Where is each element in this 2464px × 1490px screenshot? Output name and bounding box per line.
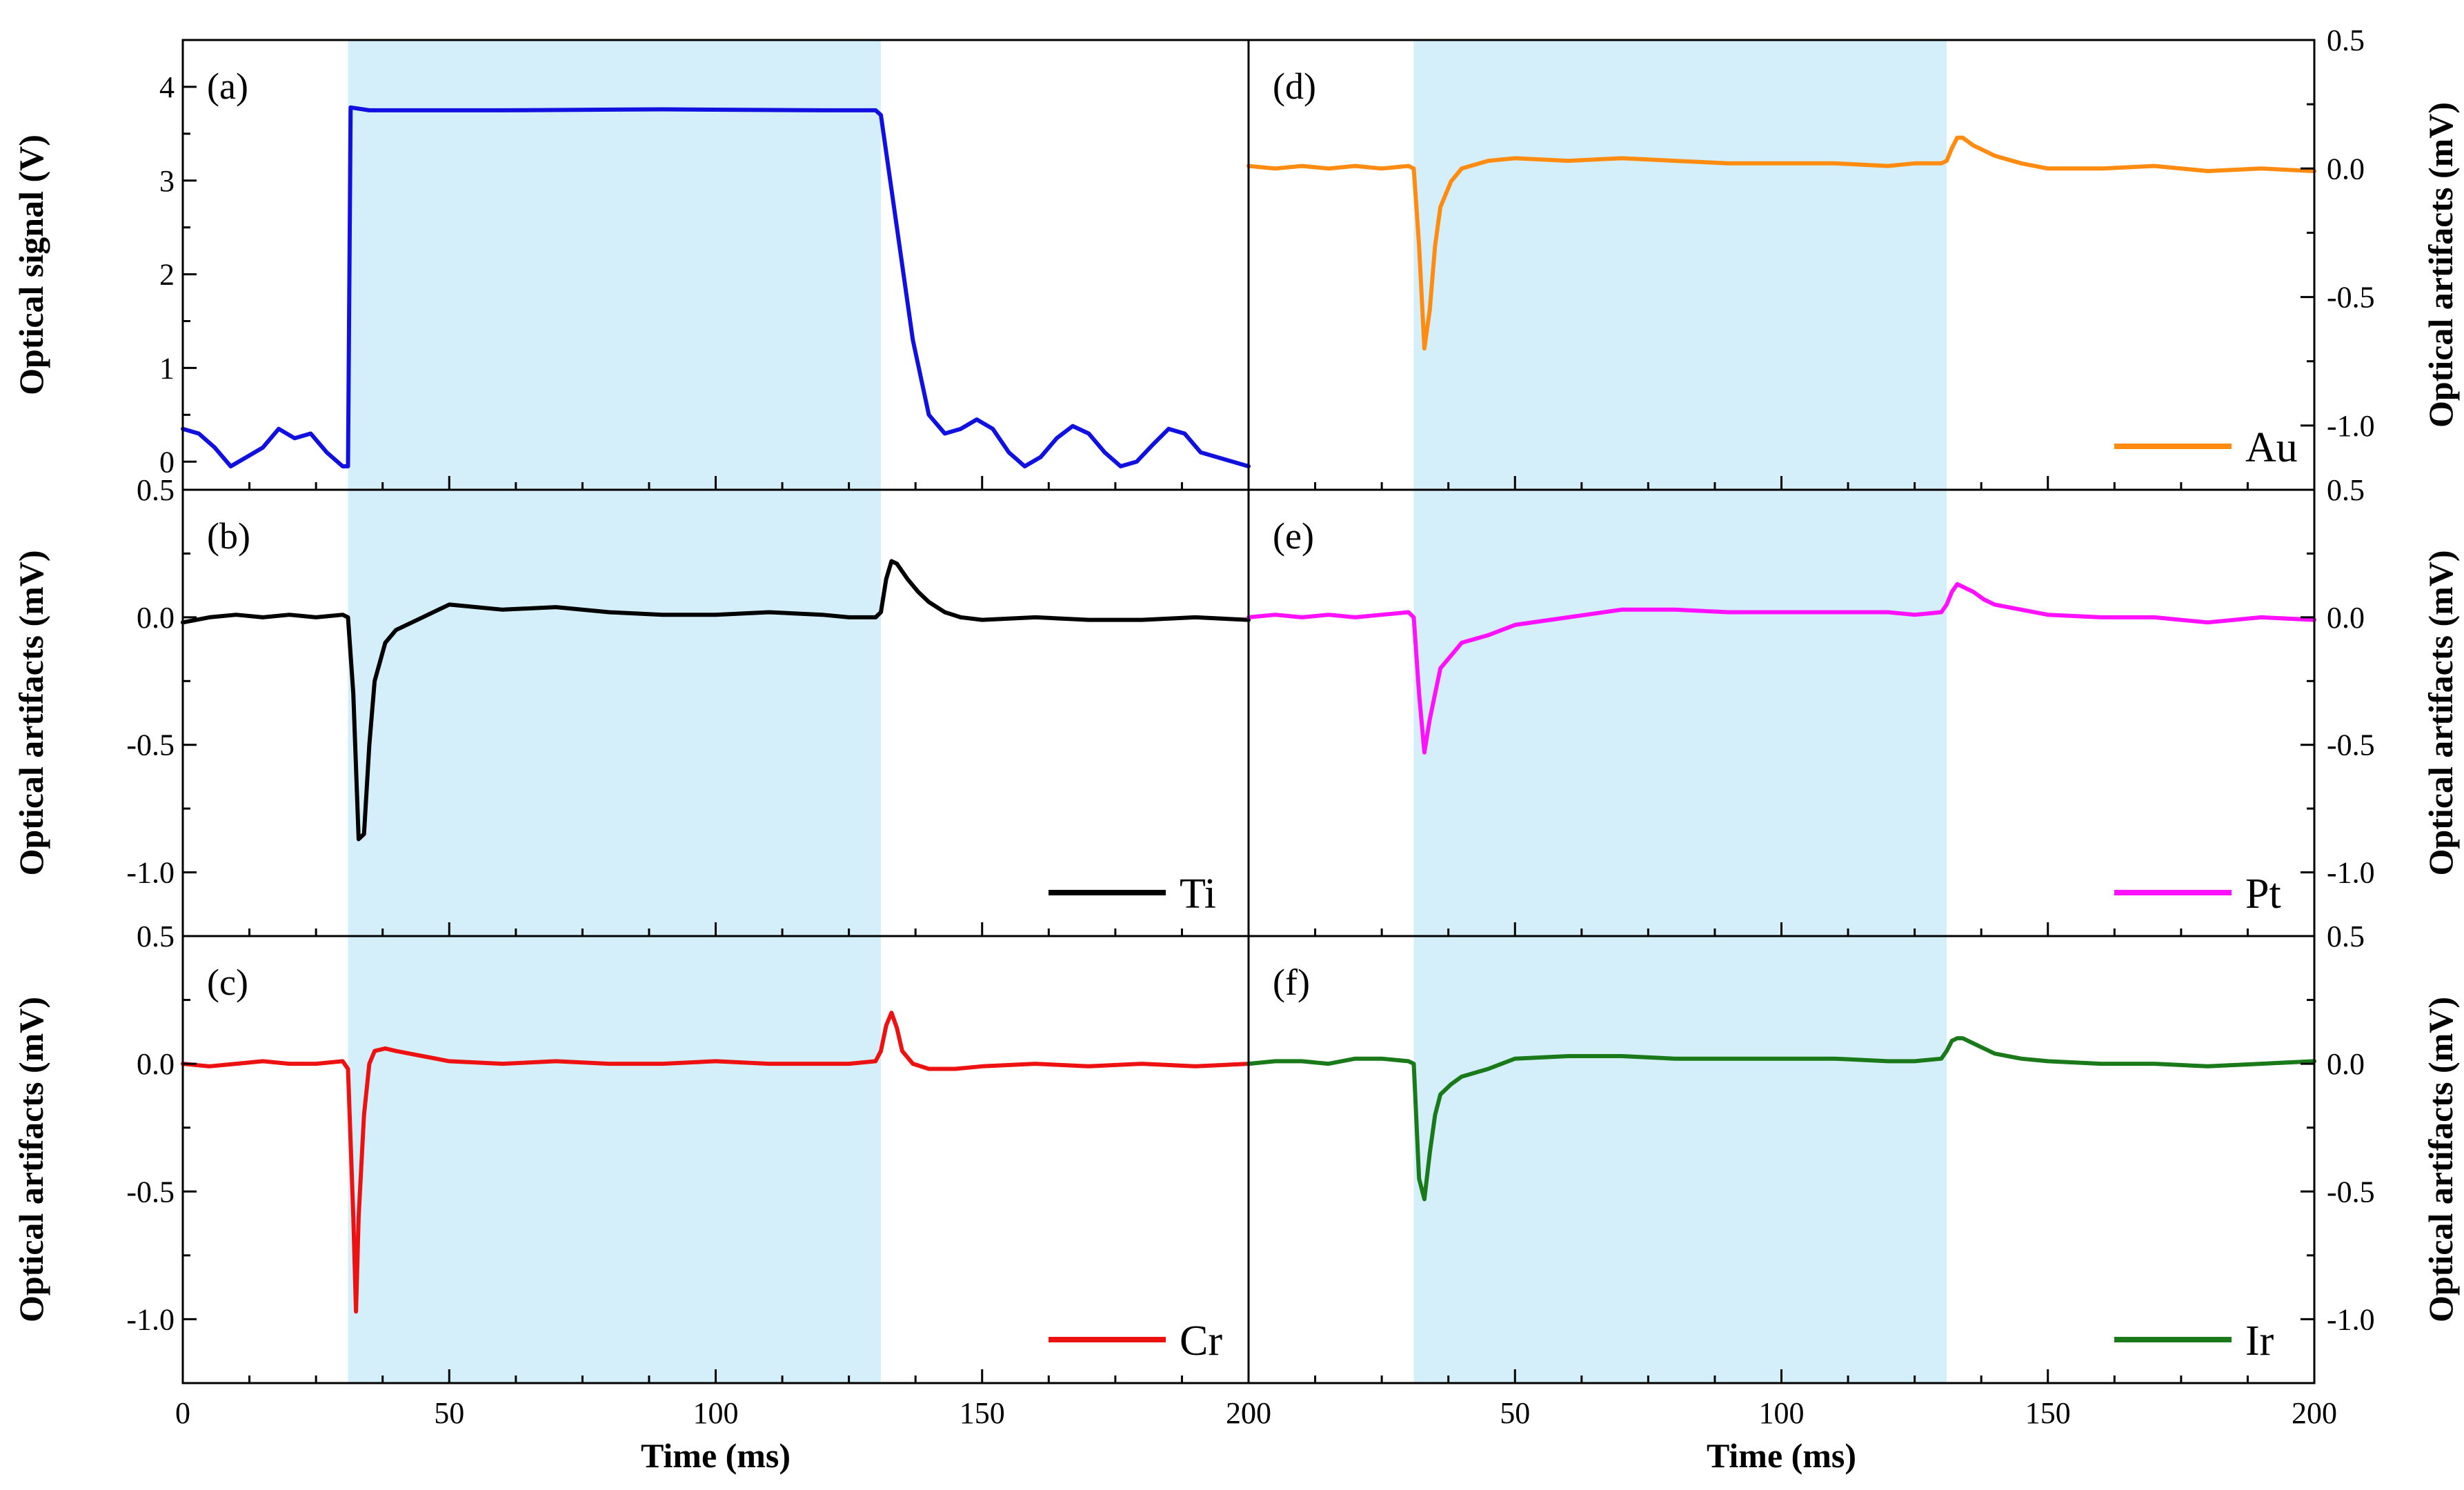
x-tick-label: 150 bbox=[960, 1396, 1005, 1430]
y-tick-label: -0.5 bbox=[2327, 728, 2375, 762]
panel-label: (a) bbox=[207, 66, 248, 107]
y-tick-label: 0.0 bbox=[2327, 601, 2365, 635]
series-line-a bbox=[181, 105, 1251, 468]
panel-a: 0 1 2 3 4 Optical signal (V) (a) bbox=[12, 39, 1251, 491]
x-axis-label: Time (ms) bbox=[641, 1436, 791, 1475]
y-tick-label: 0 bbox=[159, 445, 175, 479]
panel-label: (d) bbox=[1273, 66, 1316, 107]
panel-label: (c) bbox=[207, 962, 248, 1003]
series-line-d bbox=[1246, 135, 2316, 351]
y-tick-label: 0.0 bbox=[2327, 1047, 2365, 1081]
y-tick-label: 0.0 bbox=[137, 601, 175, 635]
series-line-f bbox=[1246, 1036, 2316, 1202]
y-tick-label: 2 bbox=[159, 258, 175, 292]
x-tick-label: 200 bbox=[2292, 1396, 2337, 1430]
y-tick-label: -1.0 bbox=[2327, 1302, 2375, 1336]
y-tick-label: -0.5 bbox=[126, 1175, 175, 1209]
y-tick-label: 0.5 bbox=[2327, 920, 2365, 953]
y-tick-label: -1.0 bbox=[126, 1302, 175, 1336]
x-tick-label: 0 bbox=[1241, 1396, 1256, 1430]
y-tick-label: 0.5 bbox=[137, 920, 175, 953]
y-tick-label: 0.5 bbox=[137, 473, 175, 507]
panel-f: -1.0 -0.5 0.0 0.5 0 50 100 150 200 Time (ms) Optic… bbox=[1241, 920, 2460, 1475]
y-tick-label: 3 bbox=[159, 164, 175, 198]
series-line-b bbox=[181, 559, 1251, 842]
panel-e: -1.0 -0.5 0.0 0.5 Optical artifacts (mV) (e) P… bbox=[1246, 473, 2460, 937]
x-tick-label: 100 bbox=[693, 1396, 739, 1430]
legend-label: Pt bbox=[2245, 871, 2281, 917]
panel-label: (e) bbox=[1273, 515, 1314, 557]
x-tick-label: 50 bbox=[1500, 1396, 1530, 1430]
shaded-region bbox=[1413, 490, 1947, 936]
y-axis-label: Optical artifacts (mV) bbox=[2421, 550, 2460, 875]
y-tick-label: 1 bbox=[159, 351, 175, 385]
legend-label: Au bbox=[2245, 424, 2298, 471]
y-axis-label: Optical artifacts (mV) bbox=[12, 997, 50, 1322]
y-tick-label: -0.5 bbox=[2327, 281, 2375, 315]
y-tick-label: 0.5 bbox=[2327, 23, 2365, 57]
x-tick-label: 200 bbox=[1226, 1396, 1271, 1430]
y-tick-label: -0.5 bbox=[126, 728, 175, 762]
y-tick-label: -1.0 bbox=[126, 856, 175, 890]
panel-d: -1.0 -0.5 0.0 0.5 Optical artifacts (mV) (d) A… bbox=[1246, 23, 2460, 491]
shaded-region bbox=[348, 40, 881, 490]
y-tick-label: 0.5 bbox=[2327, 473, 2365, 507]
x-tick-label: 100 bbox=[1759, 1396, 1805, 1430]
shaded-region bbox=[1413, 40, 1947, 490]
shaded-region bbox=[348, 490, 881, 936]
x-axis-label: Time (ms) bbox=[1707, 1436, 1856, 1475]
y-axis-label: Optical artifacts (mV) bbox=[2421, 997, 2460, 1322]
panel-label: (f) bbox=[1273, 962, 1310, 1003]
y-tick-label: -1.0 bbox=[2327, 856, 2375, 890]
x-tick-label: 50 bbox=[434, 1396, 464, 1430]
shaded-region bbox=[348, 936, 881, 1383]
y-tick-label: 0.0 bbox=[2327, 152, 2365, 186]
y-axis-label: Optical artifacts (mV) bbox=[2421, 102, 2460, 428]
y-tick-label: 4 bbox=[159, 70, 175, 104]
y-axis-label: Optical signal (V) bbox=[12, 135, 50, 395]
panel-label: (b) bbox=[207, 515, 250, 557]
panel-b: -1.0 -0.5 0.0 0.5 Optical artifacts (mV) (b) T… bbox=[12, 473, 1251, 937]
legend-label: Ir bbox=[2245, 1318, 2274, 1364]
panel-c: -1.0 -0.5 0.0 0.5 0 50 100 150 200 Time (ms) Optic… bbox=[12, 920, 1271, 1475]
x-tick-label: 150 bbox=[2025, 1396, 2071, 1430]
shaded-region bbox=[1413, 936, 1947, 1383]
y-tick-label: -0.5 bbox=[2327, 1175, 2375, 1209]
y-tick-label: -1.0 bbox=[2327, 409, 2375, 443]
y-tick-label: 0.0 bbox=[137, 1047, 175, 1081]
legend-label: Cr bbox=[1180, 1318, 1222, 1364]
y-axis-label: Optical artifacts (mV) bbox=[12, 550, 50, 875]
series-line-c bbox=[181, 1011, 1251, 1314]
legend-label: Ti bbox=[1180, 871, 1216, 917]
series-line-e bbox=[1246, 582, 2316, 755]
x-tick-label: 0 bbox=[175, 1396, 190, 1430]
